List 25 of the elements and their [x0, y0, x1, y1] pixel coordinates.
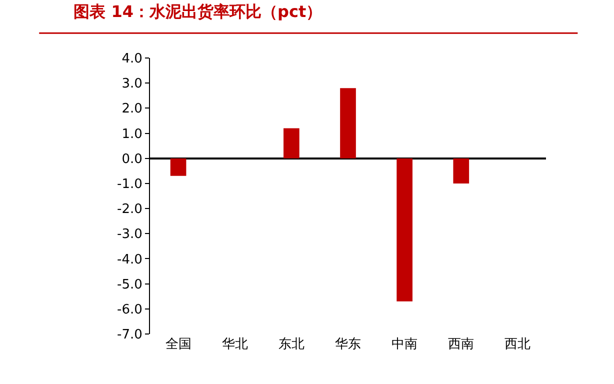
- x-tick-label: 全国: [165, 337, 192, 352]
- bar: [396, 158, 412, 302]
- y-tick-label: 4.0: [122, 52, 142, 67]
- y-tick-label: 0.0: [122, 152, 142, 167]
- y-tick-label: -5.0: [117, 277, 142, 292]
- bar: [170, 158, 186, 176]
- bar: [453, 158, 470, 184]
- y-tick-label: -4.0: [117, 252, 142, 268]
- y-tick-label: 1.0: [122, 126, 142, 142]
- y-tick-label: 3.0: [122, 76, 142, 92]
- y-tick-label: -7.0: [117, 328, 142, 343]
- x-tick-label: 西南: [448, 337, 474, 352]
- bar: [340, 88, 356, 158]
- y-tick-label: -1.0: [117, 177, 142, 192]
- x-tick-label: 西北: [504, 337, 531, 352]
- x-tick-label: 华北: [222, 337, 248, 352]
- y-tick-label: -3.0: [117, 227, 142, 242]
- bar: [284, 128, 300, 158]
- y-tick-label: -2.0: [117, 202, 142, 218]
- x-tick-label: 中南: [392, 337, 418, 352]
- y-tick-label: -6.0: [117, 302, 142, 318]
- chart-title: 图表 14：水泥出货率环比（pct）: [74, 2, 322, 21]
- y-tick-label: 2.0: [122, 102, 142, 117]
- x-tick-label: 东北: [278, 337, 304, 352]
- x-tick-label: 华东: [335, 337, 361, 352]
